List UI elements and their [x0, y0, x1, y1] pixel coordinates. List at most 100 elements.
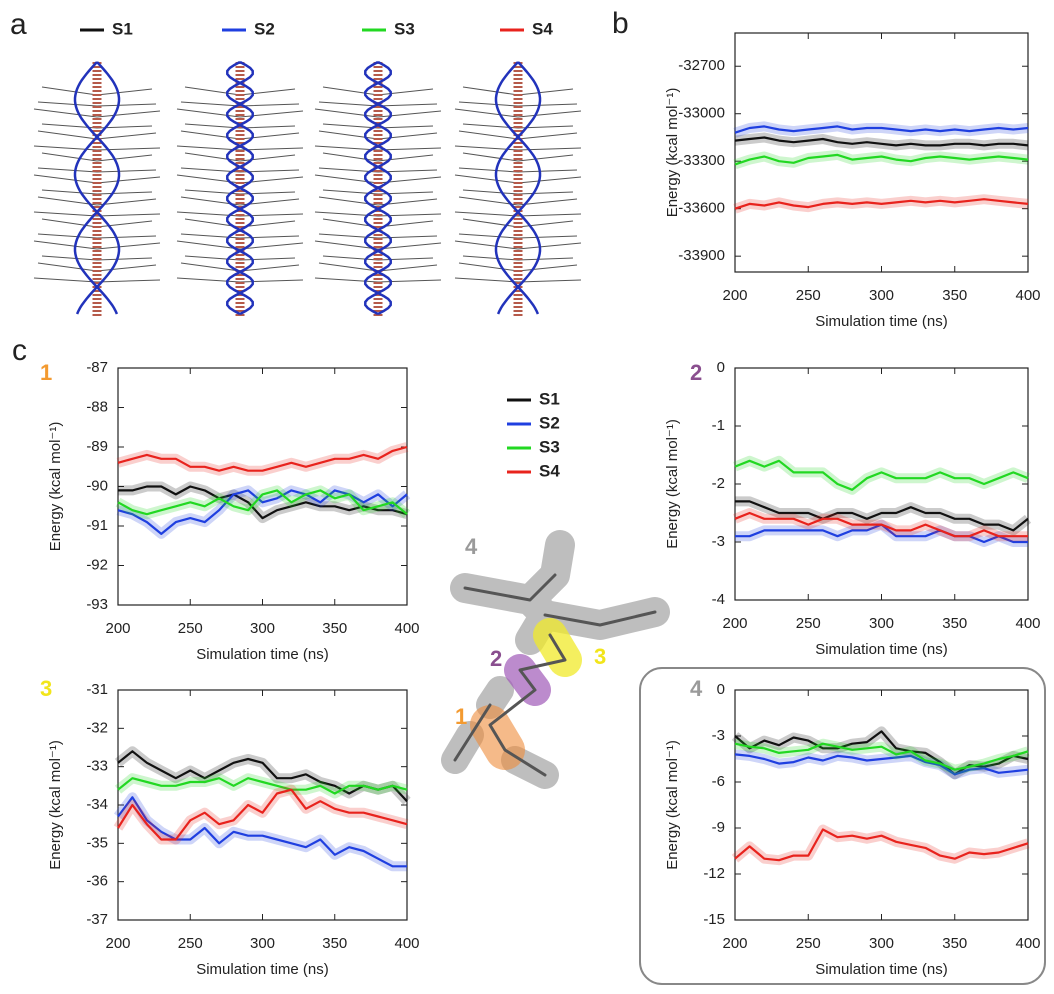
x-tick-label: 200	[105, 620, 130, 637]
helix-strand	[226, 60, 254, 316]
x-tick-label: 200	[722, 615, 747, 632]
side-chain	[454, 174, 582, 184]
side-chain	[458, 196, 578, 206]
y-tick-label: 0	[717, 359, 725, 376]
legend-label: S3	[394, 19, 415, 38]
panel-label: 1	[40, 360, 52, 385]
y-tick-label: -1	[712, 417, 725, 434]
y-tick-label: -33000	[678, 105, 725, 122]
side-chain	[41, 218, 153, 228]
series-line	[734, 153, 1029, 166]
series-line	[734, 730, 1029, 776]
side-chain	[33, 277, 161, 283]
y-tick-label: -15	[703, 911, 725, 928]
legend-label: S4	[532, 19, 553, 38]
side-chain	[454, 277, 582, 283]
x-axis-title: Simulation time (ns)	[815, 961, 948, 978]
side-chain	[37, 130, 157, 140]
side-chain	[33, 240, 161, 250]
panel-label: c	[12, 334, 27, 367]
side-chain	[41, 152, 153, 162]
side-chain	[184, 152, 296, 162]
side-chain	[458, 262, 578, 272]
series-line	[734, 511, 1028, 538]
fragment-label: 2	[490, 646, 502, 671]
series-line	[117, 777, 408, 795]
series-line	[734, 753, 1029, 776]
x-tick-label: 250	[796, 615, 821, 632]
side-chain	[314, 240, 442, 250]
helix-strand	[73, 61, 121, 315]
x-tick-label: 250	[796, 935, 821, 952]
fragment-label: 1	[455, 704, 467, 729]
series-line	[734, 125, 1029, 134]
side-chain	[184, 123, 296, 129]
y-axis-title: Energy (kcal mol⁻¹)	[47, 740, 64, 870]
legend-label: S4	[539, 461, 560, 480]
y-tick-label: -4	[712, 591, 725, 608]
y-tick-label: 0	[717, 681, 725, 698]
y-axis-title: Energy (kcal mol⁻¹)	[664, 88, 681, 218]
y-tick-label: -90	[86, 477, 108, 494]
side-chain	[37, 196, 157, 206]
side-chain	[462, 86, 574, 96]
x-tick-label: 400	[394, 620, 419, 637]
side-chain	[314, 145, 442, 151]
y-tick-label: -12	[703, 865, 725, 882]
legend-label: S2	[539, 413, 560, 432]
side-chain	[180, 101, 300, 107]
side-chain	[176, 240, 304, 250]
x-tick-label: 200	[722, 935, 747, 952]
side-chain	[180, 130, 300, 140]
side-chain	[176, 108, 304, 118]
side-chain	[318, 262, 438, 272]
helix-strand	[364, 60, 392, 316]
y-tick-label: -87	[86, 359, 108, 376]
side-chain	[318, 130, 438, 140]
y-axis-title: Energy (kcal mol⁻¹)	[47, 422, 64, 552]
fragment-label: 4	[465, 534, 478, 559]
y-tick-label: -33300	[678, 152, 725, 169]
helix-strand	[73, 61, 121, 315]
y-tick-label: -31	[86, 681, 108, 698]
y-tick-label: -2	[712, 475, 725, 492]
series-line	[735, 500, 1029, 532]
x-axis-title: Simulation time (ns)	[196, 961, 329, 978]
side-chain	[41, 86, 153, 96]
series-band	[731, 824, 1030, 866]
x-tick-label: 350	[942, 935, 967, 952]
side-chain	[318, 101, 438, 107]
side-chain	[33, 174, 161, 184]
side-chain	[314, 277, 442, 283]
side-chain	[458, 130, 578, 140]
y-tick-label: -9	[712, 819, 725, 836]
series-line	[118, 485, 408, 520]
structure-drawings	[33, 60, 582, 316]
series-line	[117, 796, 407, 868]
series-line	[734, 742, 1029, 771]
x-tick-label: 250	[178, 935, 203, 952]
side-chain	[176, 145, 304, 151]
molecule-drawing	[441, 530, 670, 789]
side-chain	[322, 255, 434, 261]
x-tick-label: 250	[178, 620, 203, 637]
side-chain	[37, 167, 157, 173]
side-chain	[454, 108, 582, 118]
y-tick-label: -91	[86, 517, 108, 534]
x-tick-label: 400	[394, 935, 419, 952]
y-tick-label: -92	[86, 556, 108, 573]
side-chain	[322, 86, 434, 96]
side-chain	[41, 255, 153, 261]
side-chain	[458, 167, 578, 173]
legend-label: S2	[254, 19, 275, 38]
plot-frame	[734, 689, 1029, 921]
x-axis-title: Simulation time (ns)	[815, 313, 948, 330]
x-axis-title: Simulation time (ns)	[815, 641, 948, 658]
y-tick-label: -36	[86, 873, 108, 890]
side-chain	[37, 233, 157, 239]
y-tick-label: -37	[86, 911, 108, 928]
series-band	[733, 455, 1030, 495]
side-chain	[184, 86, 296, 96]
x-tick-label: 350	[322, 935, 347, 952]
y-tick-label: -34	[86, 796, 108, 813]
